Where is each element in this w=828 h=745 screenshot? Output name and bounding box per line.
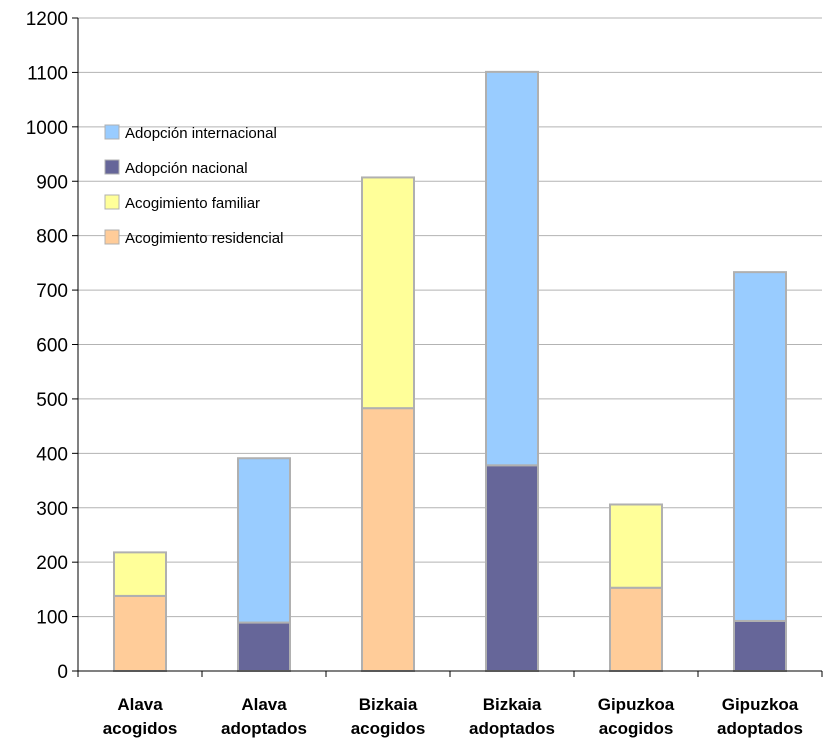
x-category-label: Gipuzkoa	[722, 695, 799, 714]
y-tick-label: 1000	[26, 118, 68, 139]
bar-segment	[237, 621, 291, 672]
x-category-label: adoptados	[221, 719, 307, 738]
x-category-label: adoptados	[469, 719, 555, 738]
bar-segment	[733, 271, 787, 622]
x-category-label: adoptados	[717, 719, 803, 738]
bar-segment	[361, 407, 415, 672]
legend-label: Adopción internacional	[125, 125, 277, 142]
legend-swatch	[104, 159, 120, 175]
y-tick-label: 1100	[27, 63, 68, 84]
y-tick-label: 1200	[26, 9, 68, 30]
y-tick-label: 200	[36, 553, 68, 574]
x-category-label: Gipuzkoa	[598, 695, 675, 714]
legend-swatch	[104, 194, 120, 210]
y-tick-label: 100	[36, 608, 68, 629]
legend-swatch	[104, 124, 120, 140]
bar-segment	[237, 457, 291, 624]
x-category-label: Bizkaia	[483, 695, 542, 714]
bar-segment	[609, 503, 663, 589]
y-tick-label: 300	[36, 499, 68, 520]
bar-segment	[113, 551, 167, 597]
y-tick-label: 900	[36, 172, 68, 193]
bar-segment	[113, 594, 167, 673]
x-category-label: Alava	[117, 695, 163, 714]
legend-label: Adopción nacional	[125, 160, 248, 177]
y-axis-ticks: 0 100 200 300 400 500 600 700 800 900 1000 1100 1200	[26, 9, 78, 683]
bar-segment	[485, 464, 539, 672]
bar-segment	[733, 619, 787, 672]
x-category-label: acogidos	[599, 719, 674, 738]
x-category-label: acogidos	[103, 719, 178, 738]
axes	[72, 18, 823, 677]
legend-label: Acogimiento residencial	[125, 230, 283, 247]
legend: Adopción internacional Adopción nacional A…	[104, 124, 283, 247]
bar-segment	[485, 70, 539, 467]
x-axis-labels: Alava acogidos Alava adoptados Bizkaia acogid…	[103, 695, 803, 738]
x-category-label: Bizkaia	[359, 695, 418, 714]
bars	[113, 70, 787, 673]
gridlines	[78, 17, 822, 618]
bar-segment	[361, 176, 415, 410]
y-tick-label: 600	[36, 336, 68, 357]
legend-label: Acogimiento familiar	[125, 195, 260, 212]
y-tick-label: 500	[36, 390, 68, 411]
y-tick-label: 700	[36, 281, 68, 302]
y-tick-label: 0	[57, 662, 68, 683]
bar-segment	[609, 586, 663, 672]
y-tick-label: 800	[36, 227, 68, 248]
legend-swatch	[104, 229, 120, 245]
x-category-label: Alava	[241, 695, 287, 714]
y-tick-label: 400	[36, 444, 68, 465]
x-category-label: acogidos	[351, 719, 426, 738]
